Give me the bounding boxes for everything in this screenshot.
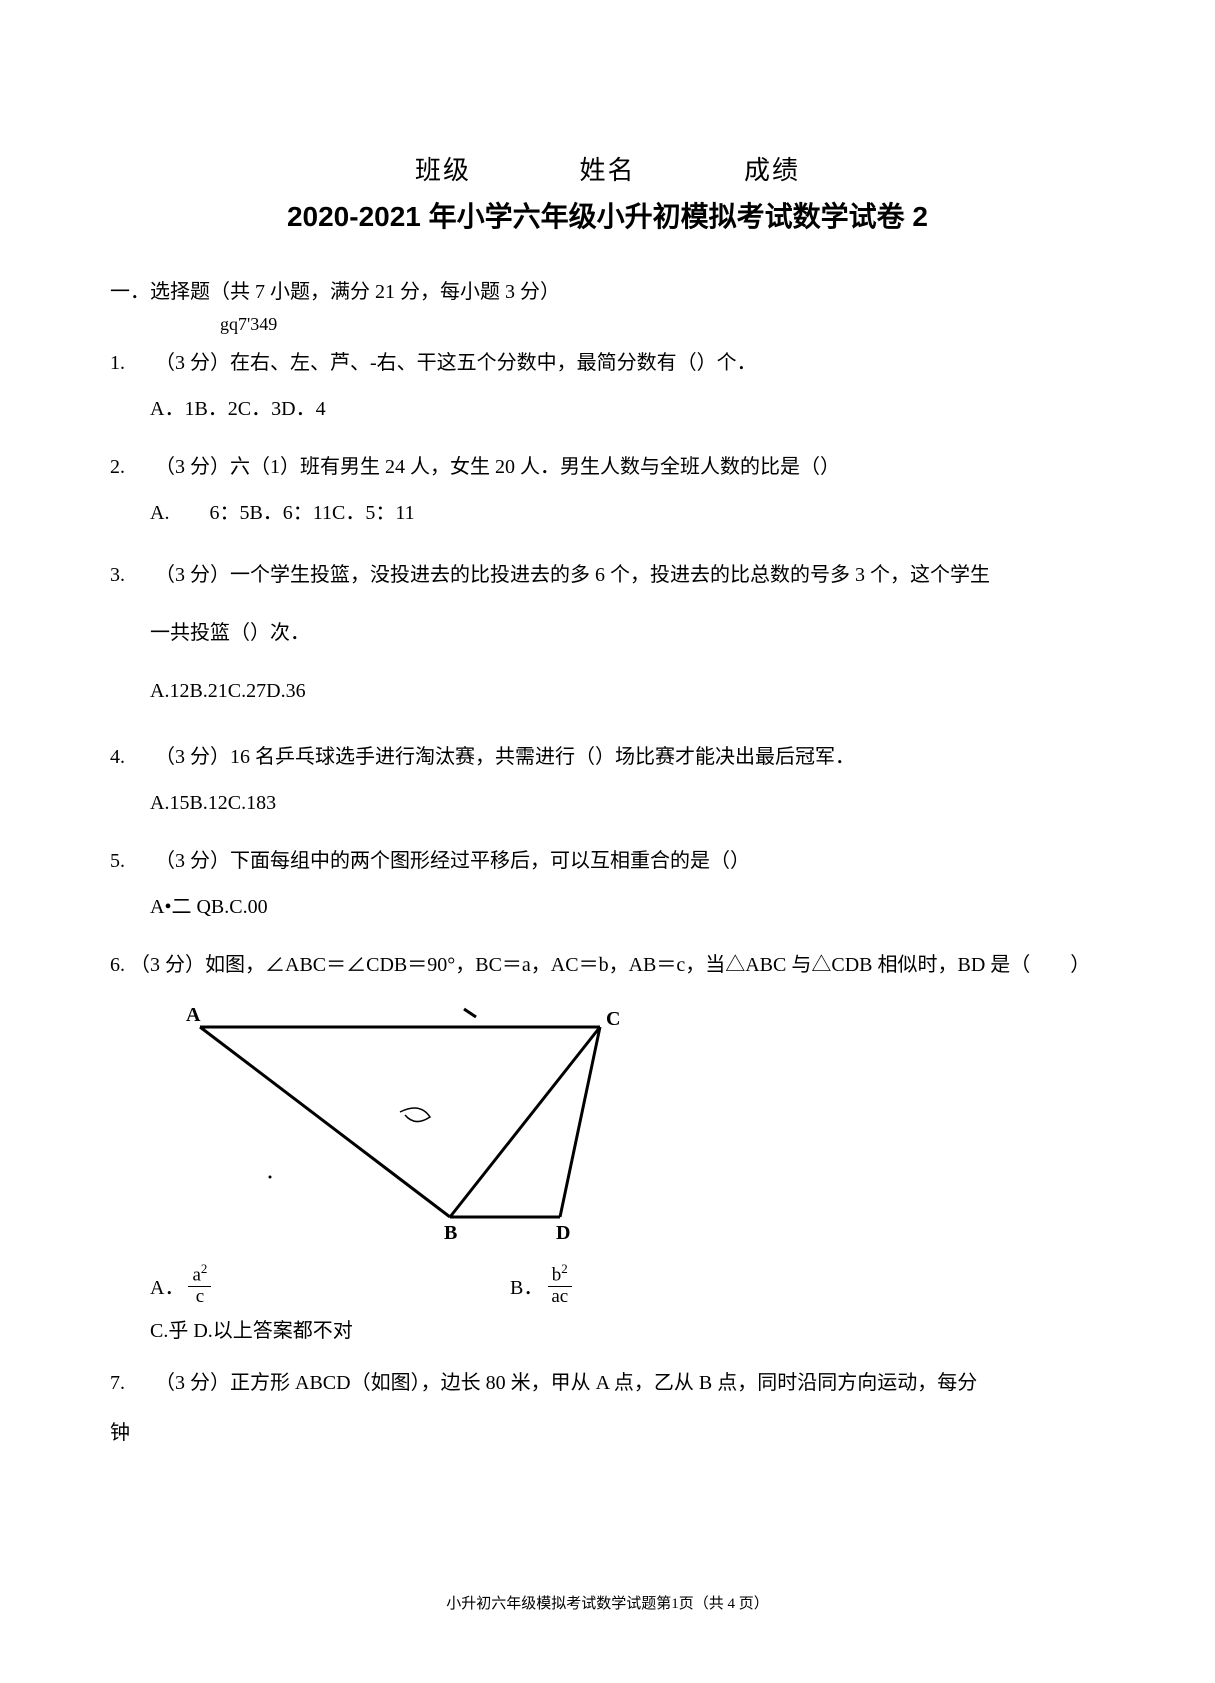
question-3: 3. （3 分）一个学生投篮，没投进去的比投进去的多 6 个，投进去的比总数的号…: [110, 549, 1105, 601]
question-7: 7. （3 分）正方形 ABCD（如图），边长 80 米，甲从 A 点，乙从 B…: [110, 1361, 1105, 1405]
q5-text: （3 分）下面每组中的两个图形经过平移后，可以互相重合的是（）: [155, 850, 750, 872]
q4-number: 4.: [110, 735, 150, 779]
q3-text-b: 一共投篮（）次．: [150, 607, 1105, 659]
q4-text: （3 分）16 名乒乓球选手进行淘汰赛，共需进行（）场比赛才能决出最后冠军．: [155, 746, 855, 768]
page-footer: 小升初六年级模拟考试数学试题第1页（共 4 页）: [0, 1592, 1215, 1613]
q7-number: 7.: [110, 1361, 150, 1405]
q6-number: 6.: [110, 954, 125, 976]
q6-optA-num: a2: [188, 1262, 211, 1287]
footer-middle: 页（共: [679, 1596, 724, 1612]
q6-optB-fraction: b2 ac: [547, 1262, 572, 1308]
question-5: 5. （3 分）下面每组中的两个图形经过平移后，可以互相重合的是（）: [110, 839, 1105, 883]
q6-figure: A C B D: [170, 997, 1105, 1252]
svg-text:D: D: [556, 1222, 570, 1244]
question-6-wrap: 6. （3 分）如图，∠ABC＝∠CDB＝90°，BC＝a，AC＝b，AB＝c，…: [110, 943, 1105, 1343]
q7-text-a: （3 分）正方形 ABCD（如图），边长 80 米，甲从 A 点，乙从 B 点，…: [155, 1372, 977, 1394]
class-label: 班级: [415, 150, 471, 187]
q6-optB-num: b2: [548, 1262, 572, 1287]
question-3-wrap: 3. （3 分）一个学生投篮，没投进去的比投进去的多 6 个，投进去的比总数的号…: [110, 549, 1105, 717]
svg-text:B: B: [444, 1222, 457, 1244]
q3-number: 3.: [110, 549, 150, 601]
triangle-diagram-icon: A C B D: [170, 997, 630, 1247]
q2-text: （3 分）六（1）班有男生 24 人，女生 20 人．男生人数与全班人数的比是（…: [155, 456, 840, 478]
question-1: 1. （3 分）在右、左、芦、-右、干这五个分数中，最简分数有（）个．: [110, 341, 1105, 385]
q3-options: A.12B.21C.27D.36: [150, 665, 1105, 717]
footer-prefix: 小升初六年级模拟考试数学试题第: [446, 1596, 671, 1612]
q1-number: 1.: [110, 341, 150, 385]
q6-optA-fraction: a2 c: [188, 1262, 211, 1308]
q6-optA-label: A．: [150, 1271, 184, 1300]
question-6: 6. （3 分）如图，∠ABC＝∠CDB＝90°，BC＝a，AC＝b，AB＝c，…: [110, 943, 1105, 987]
footer-total: 4: [728, 1596, 736, 1612]
svg-text:A: A: [186, 1004, 201, 1026]
name-label: 姓名: [579, 150, 635, 187]
q1-text: （3 分）在右、左、芦、-右、干这五个分数中，最简分数有（）个．: [155, 352, 757, 374]
q2-options: A. 6：5B．6：11C．5：11: [150, 495, 1105, 531]
q6-optA-den: c: [192, 1287, 208, 1308]
question-2: 2. （3 分）六（1）班有男生 24 人，女生 20 人．男生人数与全班人数的…: [110, 445, 1105, 489]
section-1-title: 一．选择题（共 7 小题，满分 21 分，每小题 3 分）: [110, 275, 1105, 304]
q3-text-a: （3 分）一个学生投篮，没投进去的比投进去的多 6 个，投进去的比总数的号多 3…: [155, 564, 990, 586]
page-container: 班级 姓名 成绩 2020-2021 年小学六年级小升初模拟考试数学试卷 2 一…: [0, 0, 1215, 1521]
footer-page: 1: [671, 1596, 679, 1612]
q6-optB-den: ac: [547, 1287, 572, 1308]
q6-options-cd: C.乎 D.以上答案都不对: [150, 1314, 1105, 1343]
header-fields: 班级 姓名 成绩: [110, 150, 1105, 187]
score-label: 成绩: [744, 150, 800, 187]
q2-number: 2.: [110, 445, 150, 489]
q5-options: A•二 QB.C.00: [150, 889, 1105, 925]
exam-title: 2020-2021 年小学六年级小升初模拟考试数学试卷 2: [110, 195, 1105, 235]
q5-number: 5.: [110, 839, 150, 883]
footer-suffix: 页）: [739, 1596, 769, 1612]
svg-text:C: C: [606, 1008, 620, 1030]
q6-option-a: A． a2 c: [150, 1262, 510, 1308]
q4-options: A.15B.12C.183: [150, 785, 1105, 821]
q1-options: A．1B．2C．3D．4: [150, 391, 1105, 427]
q1-annotation: gq7'349: [220, 314, 1105, 335]
q6-options-ab: A． a2 c B． b2 ac: [150, 1262, 1105, 1308]
q6-optB-label: B．: [510, 1271, 543, 1300]
q6-text: （3 分）如图，∠ABC＝∠CDB＝90°，BC＝a，AC＝b，AB＝c，当△A…: [130, 954, 1090, 976]
q7-text-b: 钟: [110, 1411, 1105, 1455]
q6-option-b: B． b2 ac: [510, 1262, 576, 1308]
question-4: 4. （3 分）16 名乒乓球选手进行淘汰赛，共需进行（）场比赛才能决出最后冠军…: [110, 735, 1105, 779]
